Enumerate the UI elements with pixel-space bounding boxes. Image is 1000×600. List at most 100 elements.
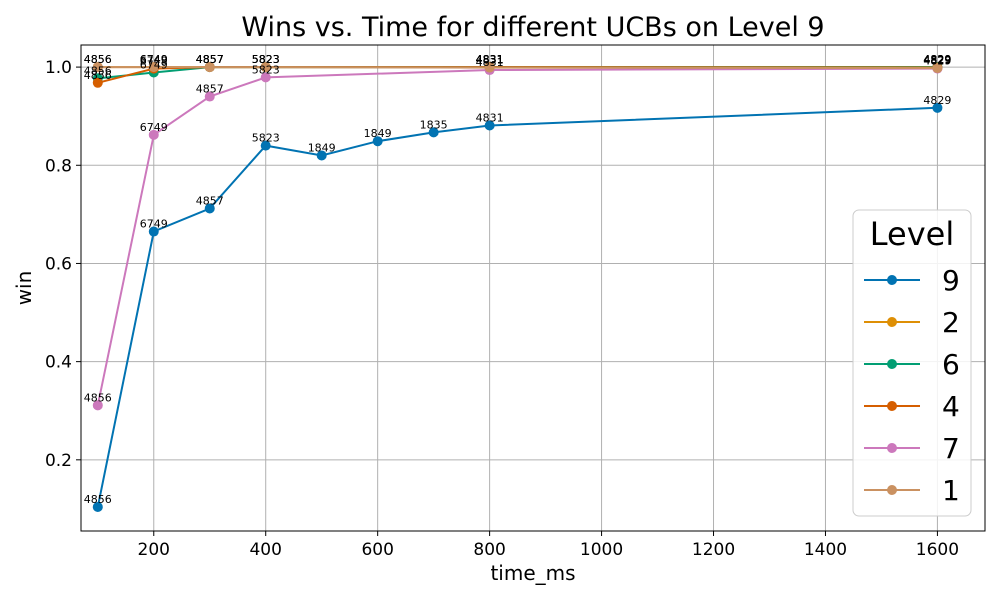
data-label: 4829 [923, 94, 951, 107]
y-tick-label: 0.8 [45, 156, 72, 176]
axis-ticks: 200 400 600 800 1000 1200 1400 1600 0.2 0.4 0.6 0.8… [45, 58, 959, 560]
data-label: 5823 [252, 63, 280, 76]
y-tick-label: 0.4 [45, 353, 72, 373]
legend-items: 9 2 6 4 7 1 [864, 264, 960, 507]
series-9-point [204, 203, 215, 214]
legend-marker [887, 317, 897, 327]
data-label: 4831 [476, 53, 504, 66]
series-9-point [148, 226, 159, 237]
x-tick-label: 400 [249, 540, 281, 560]
x-tick-label: 1200 [692, 540, 735, 560]
grid [81, 45, 985, 531]
plot-area-frame [80, 44, 986, 532]
series-9-point [92, 501, 103, 512]
data-label: 4829 [923, 54, 951, 67]
y-tick-label: 1.0 [45, 58, 72, 78]
series-1-point [148, 62, 159, 73]
legend-label: 2 [942, 306, 960, 339]
data-label: 4857 [196, 83, 224, 96]
data-label: 4829 [923, 53, 951, 66]
data-label: 4857 [196, 53, 224, 66]
series-7-point [260, 72, 271, 83]
data-label: 6749 [140, 121, 168, 134]
series-1 [92, 62, 943, 74]
chart-title: Wins vs. Time for different UCBs on Leve… [241, 12, 824, 43]
data-label: 4831 [476, 53, 504, 66]
series-1-point [260, 62, 271, 73]
legend-label: 4 [942, 390, 960, 423]
legend-marker [887, 275, 897, 285]
series-1-point [484, 62, 495, 73]
series-9 [92, 102, 943, 512]
series-group [92, 62, 943, 512]
legend-item-7: 7 [864, 432, 960, 465]
data-label: 1849 [364, 127, 392, 140]
series-9-point [372, 136, 383, 147]
data-label: 4829 [923, 55, 951, 68]
legend-item-9: 9 [864, 264, 960, 297]
x-tick-label: 200 [138, 540, 170, 560]
legend-item-1: 1 [864, 474, 960, 507]
legend-marker [887, 359, 897, 369]
series-7-point [148, 129, 159, 140]
data-label: 4856 [84, 69, 112, 82]
x-tick-label: 800 [473, 540, 505, 560]
legend-item-4: 4 [864, 390, 960, 423]
data-label: 6749 [140, 53, 168, 66]
series-9-point [428, 127, 439, 138]
legend-item-6: 6 [864, 348, 960, 381]
legend: Level 9 2 6 4 7 1 [852, 209, 972, 517]
legend-marker [887, 485, 897, 495]
series-1-point [932, 63, 943, 74]
series-9-point [484, 120, 495, 131]
data-label: 4831 [476, 112, 504, 125]
data-label: 6749 [140, 53, 168, 66]
legend-label: 6 [942, 348, 960, 381]
data-label: 4856 [84, 53, 112, 66]
y-tick-label: 0.2 [45, 451, 72, 471]
x-tick-label: 600 [361, 540, 393, 560]
data-label: 4829 [923, 53, 951, 66]
series-7-point [204, 91, 215, 102]
series-9-point [316, 150, 327, 161]
series-1-point [92, 62, 103, 73]
series-1-point [204, 62, 215, 73]
legend-marker [887, 443, 897, 453]
data-label: 4831 [476, 53, 504, 66]
series-7-point [92, 400, 103, 411]
data-label: 6749 [140, 218, 168, 231]
data-label: 4857 [196, 53, 224, 66]
series-9-point [932, 102, 943, 113]
data-label: 6749 [140, 58, 168, 71]
series-7-line [96, 67, 938, 406]
data-label: 4831 [476, 54, 504, 67]
data-label: 4857 [196, 53, 224, 66]
series-4-point [92, 77, 103, 88]
data-label: 4857 [196, 53, 224, 66]
data-labels: 4856 6749 4857 5823 1849 1849 1835 4831 4829 4856… [84, 53, 952, 506]
data-label: 4831 [476, 56, 504, 69]
x-tick-label: 1000 [580, 540, 623, 560]
y-axis-label: win [12, 271, 36, 306]
series-7 [92, 63, 943, 411]
x-tick-label: 1400 [804, 540, 847, 560]
data-label: 4856 [84, 64, 112, 77]
legend-label: 7 [942, 432, 960, 465]
y-tick-label: 0.6 [45, 254, 72, 274]
data-label: 4856 [84, 53, 112, 66]
x-tick-label: 1600 [916, 540, 959, 560]
data-label: 5823 [252, 53, 280, 66]
data-label: 5823 [252, 53, 280, 66]
data-label: 5823 [252, 132, 280, 145]
legend-item-2: 2 [864, 306, 960, 339]
legend-title: Level [870, 215, 954, 253]
data-label: 5823 [252, 53, 280, 66]
data-label: 4857 [196, 194, 224, 207]
data-label: 5823 [252, 53, 280, 66]
data-label: 4856 [84, 493, 112, 506]
x-axis-label: time_ms [490, 561, 575, 585]
data-label: 4856 [84, 391, 112, 404]
legend-label: 9 [942, 264, 960, 297]
data-label: 4829 [923, 54, 951, 67]
